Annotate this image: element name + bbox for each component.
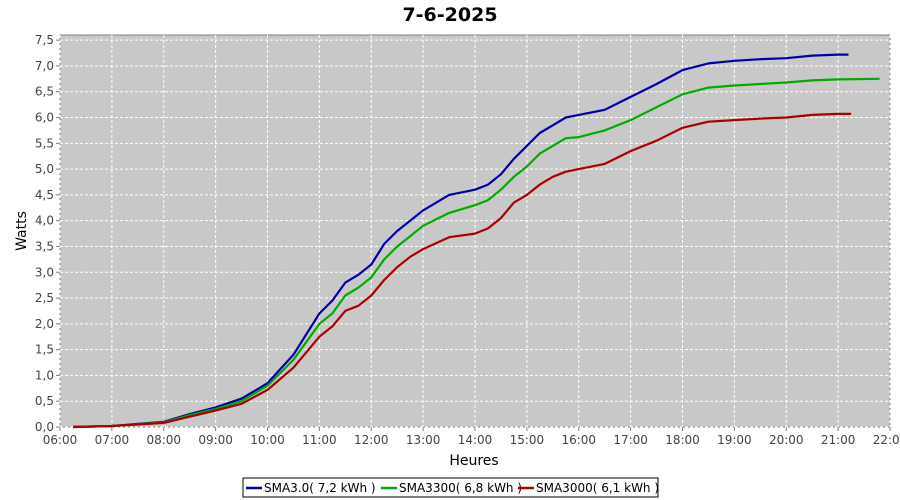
y-tick-label: 3,0 <box>35 265 54 279</box>
legend-label-1: SMA3300( 6,8 kWh ) <box>399 481 522 495</box>
x-tick-label: 22:00 <box>873 433 900 447</box>
x-tick-label: 19:00 <box>717 433 752 447</box>
x-tick-label: 13:00 <box>406 433 441 447</box>
y-tick-label: 6,5 <box>35 85 54 99</box>
y-tick-label: 5,0 <box>35 162 54 176</box>
grid-lines <box>59 35 891 428</box>
x-tick-label: 06:00 <box>43 433 78 447</box>
x-tick-label: 15:00 <box>510 433 545 447</box>
y-tick-label: 7,0 <box>35 59 54 73</box>
y-tick-label: 3,5 <box>35 239 54 253</box>
chart-title: 7-6-2025 <box>402 4 497 26</box>
x-tick-label: 17:00 <box>613 433 648 447</box>
y-axis-label: Watts <box>14 211 30 251</box>
y-tick-label: 1,5 <box>35 343 54 357</box>
series-line-1 <box>72 77 880 429</box>
series-line-0 <box>72 53 849 429</box>
x-tick-label: 12:00 <box>354 433 389 447</box>
x-tick-label: 07:00 <box>95 433 130 447</box>
y-tick-label: 0,5 <box>35 394 54 408</box>
series-line-2 <box>72 112 852 429</box>
x-tick-label: 08:00 <box>146 433 181 447</box>
x-tick-label: 14:00 <box>458 433 493 447</box>
x-tick-label: 09:00 <box>198 433 233 447</box>
legend-box <box>242 477 659 498</box>
y-tick-label: 0,0 <box>35 420 54 434</box>
x-tick-label: 11:00 <box>302 433 337 447</box>
y-tick-label: 5,5 <box>35 136 54 150</box>
x-tick-label: 10:00 <box>250 433 285 447</box>
x-tick-label: 16:00 <box>561 433 596 447</box>
y-tick-label: 4,0 <box>35 214 54 228</box>
x-axis-label: Heures <box>449 453 498 469</box>
series-lines <box>72 53 880 429</box>
x-axis-ticks: 06:00 07:00 08:00 09:00 10:00 11:00 12:00 13:00… <box>43 427 900 447</box>
y-tick-label: 7,5 <box>35 33 54 47</box>
y-tick-label: 6,0 <box>35 111 54 125</box>
legend-label-0: SMA3.0( 7,2 kWh ) <box>264 481 376 495</box>
y-tick-label: 2,0 <box>35 317 54 331</box>
x-tick-label: 21:00 <box>821 433 856 447</box>
x-tick-label: 20:00 <box>769 433 804 447</box>
y-tick-label: 2,5 <box>35 291 54 305</box>
legend: SMA3.0( 7,2 kWh ) SMA3300( 6,8 kWh ) SMA30… <box>242 477 659 498</box>
x-tick-label: 18:00 <box>665 433 700 447</box>
legend-label-2: SMA3000( 6,1 kWh ) <box>536 481 659 495</box>
y-tick-label: 4,5 <box>35 188 54 202</box>
y-axis-ticks: 0,0 0,5 1,0 1,5 2,0 2,5 3,0 3,5 4,0 4,5 5,0 5,5 6,0 6… <box>35 33 60 434</box>
y-tick-label: 1,0 <box>35 368 54 382</box>
